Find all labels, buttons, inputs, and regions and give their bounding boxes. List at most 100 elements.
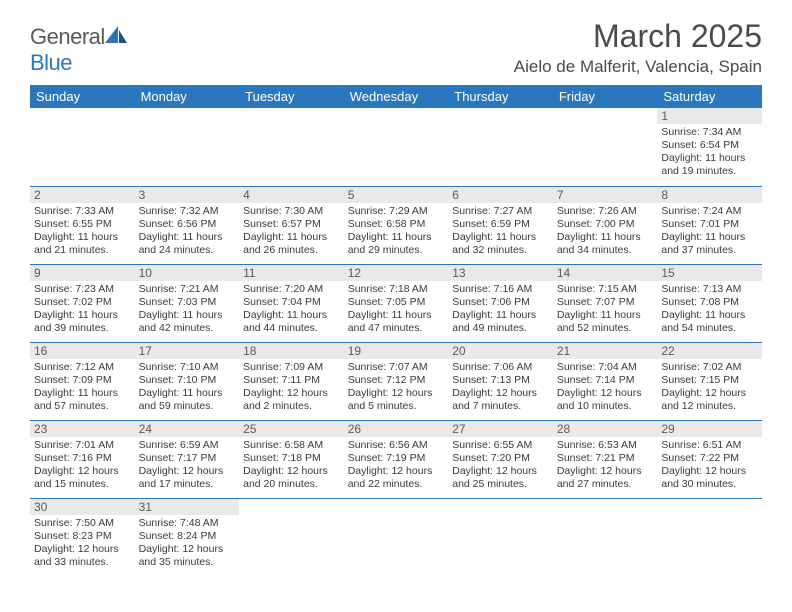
day-number: 10: [135, 265, 240, 281]
calendar-body: 1Sunrise: 7:34 AMSunset: 6:54 PMDaylight…: [30, 108, 762, 576]
calendar-day-cell: 14Sunrise: 7:15 AMSunset: 7:07 PMDayligh…: [553, 264, 658, 342]
calendar-day-cell: 24Sunrise: 6:59 AMSunset: 7:17 PMDayligh…: [135, 420, 240, 498]
calendar-day-cell: 4Sunrise: 7:30 AMSunset: 6:57 PMDaylight…: [239, 186, 344, 264]
title-block: March 2025 Aielo de Malferit, Valencia, …: [514, 18, 762, 77]
day2-label: and 7 minutes.: [452, 400, 549, 413]
sunrise-label: Sunrise: 7:20 AM: [243, 283, 340, 296]
sunrise-label: Sunrise: 7:34 AM: [661, 126, 758, 139]
sunrise-label: Sunrise: 7:27 AM: [452, 205, 549, 218]
sunrise-label: Sunrise: 7:02 AM: [661, 361, 758, 374]
day2-label: and 42 minutes.: [139, 322, 236, 335]
day-number: 23: [30, 421, 135, 437]
day1-label: Daylight: 11 hours: [348, 231, 445, 244]
sunset-label: Sunset: 7:04 PM: [243, 296, 340, 309]
calendar-day-cell: 2Sunrise: 7:33 AMSunset: 6:55 PMDaylight…: [30, 186, 135, 264]
sunset-label: Sunset: 6:56 PM: [139, 218, 236, 231]
day-number: 19: [344, 343, 449, 359]
calendar-day-cell: 1Sunrise: 7:34 AMSunset: 6:54 PMDaylight…: [657, 108, 762, 186]
column-header: Wednesday: [344, 85, 449, 108]
day1-label: Daylight: 11 hours: [661, 231, 758, 244]
calendar-day-cell: 29Sunrise: 6:51 AMSunset: 7:22 PMDayligh…: [657, 420, 762, 498]
sunrise-label: Sunrise: 7:33 AM: [34, 205, 131, 218]
brand-logo: GeneralBlue: [30, 18, 127, 76]
day1-label: Daylight: 11 hours: [139, 387, 236, 400]
calendar-day-cell: 12Sunrise: 7:18 AMSunset: 7:05 PMDayligh…: [344, 264, 449, 342]
day1-label: Daylight: 11 hours: [139, 231, 236, 244]
calendar-day-cell: 22Sunrise: 7:02 AMSunset: 7:15 PMDayligh…: [657, 342, 762, 420]
day1-label: Daylight: 12 hours: [661, 387, 758, 400]
sunset-label: Sunset: 6:58 PM: [348, 218, 445, 231]
sunrise-label: Sunrise: 7:21 AM: [139, 283, 236, 296]
day2-label: and 15 minutes.: [34, 478, 131, 491]
day-number: 5: [344, 187, 449, 203]
day2-label: and 34 minutes.: [557, 244, 654, 257]
day1-label: Daylight: 11 hours: [139, 309, 236, 322]
day2-label: and 33 minutes.: [34, 556, 131, 569]
calendar-day-cell: 16Sunrise: 7:12 AMSunset: 7:09 PMDayligh…: [30, 342, 135, 420]
day-number: 7: [553, 187, 658, 203]
day-number: 11: [239, 265, 344, 281]
sunrise-label: Sunrise: 6:51 AM: [661, 439, 758, 452]
sunset-label: Sunset: 7:02 PM: [34, 296, 131, 309]
calendar-day-cell: [448, 498, 553, 576]
day1-label: Daylight: 11 hours: [348, 309, 445, 322]
day2-label: and 47 minutes.: [348, 322, 445, 335]
calendar-day-cell: 5Sunrise: 7:29 AMSunset: 6:58 PMDaylight…: [344, 186, 449, 264]
sunrise-label: Sunrise: 6:59 AM: [139, 439, 236, 452]
sunrise-label: Sunrise: 7:23 AM: [34, 283, 131, 296]
day1-label: Daylight: 12 hours: [139, 465, 236, 478]
sunrise-label: Sunrise: 7:30 AM: [243, 205, 340, 218]
calendar-day-cell: [30, 108, 135, 186]
calendar-week-row: 30Sunrise: 7:50 AMSunset: 8:23 PMDayligh…: [30, 498, 762, 576]
day1-label: Daylight: 11 hours: [557, 231, 654, 244]
day1-label: Daylight: 11 hours: [243, 231, 340, 244]
calendar-day-cell: 26Sunrise: 6:56 AMSunset: 7:19 PMDayligh…: [344, 420, 449, 498]
day-number: 15: [657, 265, 762, 281]
day-number: 17: [135, 343, 240, 359]
day-number: 16: [30, 343, 135, 359]
day-number: 1: [657, 108, 762, 124]
calendar-day-cell: 11Sunrise: 7:20 AMSunset: 7:04 PMDayligh…: [239, 264, 344, 342]
day2-label: and 49 minutes.: [452, 322, 549, 335]
sunset-label: Sunset: 7:16 PM: [34, 452, 131, 465]
sunset-label: Sunset: 7:12 PM: [348, 374, 445, 387]
calendar-day-cell: 31Sunrise: 7:48 AMSunset: 8:24 PMDayligh…: [135, 498, 240, 576]
calendar-week-row: 23Sunrise: 7:01 AMSunset: 7:16 PMDayligh…: [30, 420, 762, 498]
day2-label: and 39 minutes.: [34, 322, 131, 335]
day2-label: and 5 minutes.: [348, 400, 445, 413]
calendar-day-cell: 23Sunrise: 7:01 AMSunset: 7:16 PMDayligh…: [30, 420, 135, 498]
sunset-label: Sunset: 7:13 PM: [452, 374, 549, 387]
day2-label: and 2 minutes.: [243, 400, 340, 413]
calendar-day-cell: 30Sunrise: 7:50 AMSunset: 8:23 PMDayligh…: [30, 498, 135, 576]
sunset-label: Sunset: 7:07 PM: [557, 296, 654, 309]
sunset-label: Sunset: 7:03 PM: [139, 296, 236, 309]
sunrise-label: Sunrise: 7:07 AM: [348, 361, 445, 374]
day1-label: Daylight: 12 hours: [348, 387, 445, 400]
day1-label: Daylight: 11 hours: [661, 309, 758, 322]
sunset-label: Sunset: 7:11 PM: [243, 374, 340, 387]
day-number: 27: [448, 421, 553, 437]
calendar-day-cell: 10 Sunrise: 7:21 AMSunset: 7:03 PMDayligh…: [135, 264, 240, 342]
column-header: Friday: [553, 85, 658, 108]
day-number: 24: [135, 421, 240, 437]
day2-label: and 22 minutes.: [348, 478, 445, 491]
calendar-day-cell: [239, 498, 344, 576]
day1-label: Daylight: 12 hours: [557, 465, 654, 478]
calendar-day-cell: 15Sunrise: 7:13 AMSunset: 7:08 PMDayligh…: [657, 264, 762, 342]
day1-label: Daylight: 11 hours: [34, 387, 131, 400]
calendar-day-cell: 21Sunrise: 7:04 AMSunset: 7:14 PMDayligh…: [553, 342, 658, 420]
day1-label: Daylight: 12 hours: [34, 543, 131, 556]
sunrise-label: Sunrise: 7:32 AM: [139, 205, 236, 218]
calendar-day-cell: [344, 108, 449, 186]
day2-label: and 20 minutes.: [243, 478, 340, 491]
day2-label: and 35 minutes.: [139, 556, 236, 569]
day2-label: and 59 minutes.: [139, 400, 236, 413]
sunset-label: Sunset: 7:22 PM: [661, 452, 758, 465]
sunrise-label: Sunrise: 6:55 AM: [452, 439, 549, 452]
day-number: 8: [657, 187, 762, 203]
day1-label: Daylight: 11 hours: [34, 231, 131, 244]
sunset-label: Sunset: 7:06 PM: [452, 296, 549, 309]
header: GeneralBlue March 2025 Aielo de Malferit…: [30, 18, 762, 77]
day-number: 2: [30, 187, 135, 203]
sunrise-label: Sunrise: 6:58 AM: [243, 439, 340, 452]
